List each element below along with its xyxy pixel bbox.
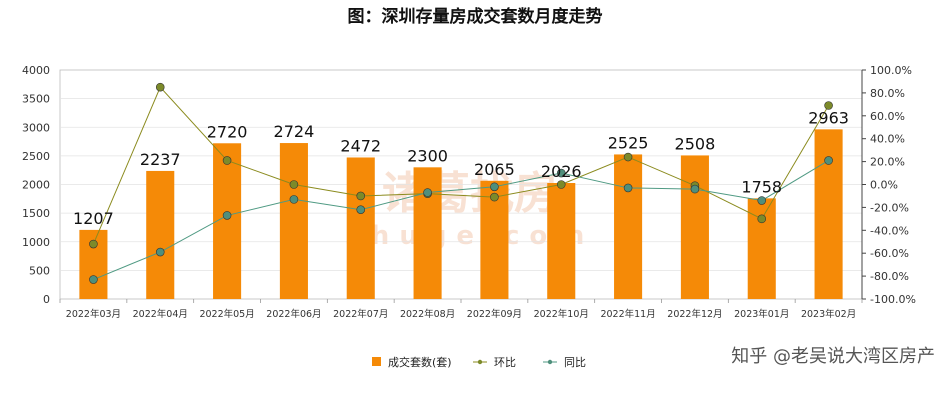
mom-point bbox=[490, 192, 499, 202]
mom-point bbox=[289, 180, 299, 189]
bar-series bbox=[79, 129, 843, 299]
y2-tick-label: -100.0% bbox=[870, 293, 916, 306]
y-tick-label: 2000 bbox=[22, 179, 50, 192]
bar bbox=[680, 155, 709, 299]
yoy-point bbox=[155, 247, 165, 257]
x-tick-label: 2022年08月 bbox=[400, 308, 455, 320]
yoy-point bbox=[623, 183, 633, 193]
bar-value-label: 2720 bbox=[207, 122, 248, 141]
bar-value-label: 2237 bbox=[140, 150, 181, 169]
yoy-point bbox=[757, 196, 767, 205]
legend: 成交套数(套) 环比 同比 bbox=[372, 355, 586, 369]
watermark-url-text: zhuge.com bbox=[346, 221, 595, 251]
bar bbox=[346, 157, 375, 299]
data-labels: 1207 2237 2720 2724 2472 2300 2065 2026 2525 2508… bbox=[73, 108, 849, 228]
bar-value-label: 2472 bbox=[340, 136, 381, 155]
x-tick-label: 2022年12月 bbox=[667, 308, 722, 320]
bar bbox=[547, 183, 576, 299]
watermark-logo-text: 诸葛找房 bbox=[382, 168, 558, 219]
legend-mom-swatch-dot bbox=[477, 359, 483, 365]
mom-point bbox=[556, 180, 566, 189]
yoy-point bbox=[423, 188, 432, 197]
legend-yoy-swatch-dot bbox=[547, 359, 553, 365]
yoy-point bbox=[222, 211, 232, 220]
axes: 0 500 1000 1500 2000 2500 3000 3500 4000 -100.0% -… bbox=[22, 64, 916, 320]
mom-point bbox=[623, 152, 633, 162]
y2-tick-label: 20.0% bbox=[870, 156, 905, 169]
credit-watermark: 知乎 @老吴说大湾区房产 bbox=[731, 346, 935, 367]
bar-value-label: 2065 bbox=[474, 160, 515, 179]
yoy-point bbox=[289, 195, 299, 204]
watermark: 诸葛找房 zhuge.com bbox=[346, 168, 595, 251]
y2-tick-label: -20.0% bbox=[870, 201, 909, 214]
y-tick-label: 1000 bbox=[22, 236, 50, 249]
x-tick-label: 2022年11月 bbox=[600, 308, 655, 320]
y-tick-label: 3500 bbox=[22, 93, 50, 106]
bar-value-label: 2508 bbox=[675, 134, 716, 153]
x-tick-label: 2022年09月 bbox=[467, 308, 522, 320]
chart-title: 图：深圳存量房成交套数月度走势 bbox=[348, 6, 603, 27]
legend-bar-label: 成交套数(套) bbox=[388, 355, 452, 369]
legend-bar-swatch bbox=[372, 357, 381, 366]
yoy-point bbox=[490, 182, 499, 192]
y-tick-label: 2500 bbox=[22, 150, 50, 163]
x-tick-label: 2023年02月 bbox=[801, 308, 856, 320]
mom-point bbox=[155, 82, 165, 92]
bar bbox=[279, 143, 308, 299]
y-tick-label: 4000 bbox=[22, 64, 50, 77]
yoy-point bbox=[89, 275, 98, 284]
mom-point bbox=[757, 214, 767, 224]
mom-point bbox=[89, 239, 98, 249]
mom-point bbox=[824, 101, 833, 110]
x-tick-label: 2023年01月 bbox=[734, 308, 789, 320]
x-tick-label: 2022年04月 bbox=[133, 308, 188, 320]
yoy-point bbox=[824, 156, 833, 165]
y2-tick-label: 60.0% bbox=[870, 110, 905, 123]
y-tick-label: 3000 bbox=[22, 121, 50, 134]
y2-tick-label: -60.0% bbox=[870, 247, 909, 260]
y-tick-label: 1500 bbox=[22, 207, 50, 220]
y2-tick-label: -80.0% bbox=[870, 270, 909, 283]
y2-tick-label: -40.0% bbox=[870, 224, 909, 237]
bar bbox=[614, 154, 643, 299]
bar bbox=[146, 170, 175, 299]
x-tick-label: 2022年05月 bbox=[199, 308, 254, 320]
x-tick-label: 2022年07月 bbox=[333, 308, 388, 320]
x-tick-label: 2022年03月 bbox=[66, 308, 121, 320]
yoy-point bbox=[690, 184, 700, 194]
bar-value-label: 1207 bbox=[73, 209, 114, 228]
y2-tick-label: 40.0% bbox=[870, 133, 905, 146]
legend-yoy-label: 同比 bbox=[564, 356, 586, 369]
x-tick-label: 2022年10月 bbox=[534, 308, 589, 320]
line-series bbox=[89, 82, 833, 284]
bar-value-label: 2026 bbox=[541, 162, 582, 181]
yoy-line bbox=[93, 160, 829, 280]
yoy-point bbox=[556, 168, 566, 178]
bar-value-label: 2963 bbox=[808, 108, 849, 127]
bar-value-label: 2525 bbox=[608, 133, 649, 152]
y-tick-label: 0 bbox=[43, 293, 50, 306]
bar bbox=[413, 167, 442, 299]
bar-value-label: 2724 bbox=[274, 122, 315, 141]
bar bbox=[814, 129, 843, 299]
x-tick-label: 2022年06月 bbox=[266, 308, 321, 320]
bar bbox=[213, 143, 242, 299]
legend-mom-label: 环比 bbox=[494, 356, 516, 369]
y2-tick-label: 0.0% bbox=[870, 179, 898, 192]
mom-point bbox=[222, 156, 232, 165]
gridlines bbox=[59, 69, 863, 300]
yoy-point bbox=[356, 205, 366, 214]
y2-tick-label: 80.0% bbox=[870, 87, 905, 100]
mom-point bbox=[356, 191, 366, 201]
bar-value-label: 1758 bbox=[741, 177, 782, 196]
bar-value-label: 2300 bbox=[407, 146, 448, 165]
y2-tick-label: 100.0% bbox=[870, 64, 912, 77]
y-tick-label: 500 bbox=[29, 264, 50, 277]
